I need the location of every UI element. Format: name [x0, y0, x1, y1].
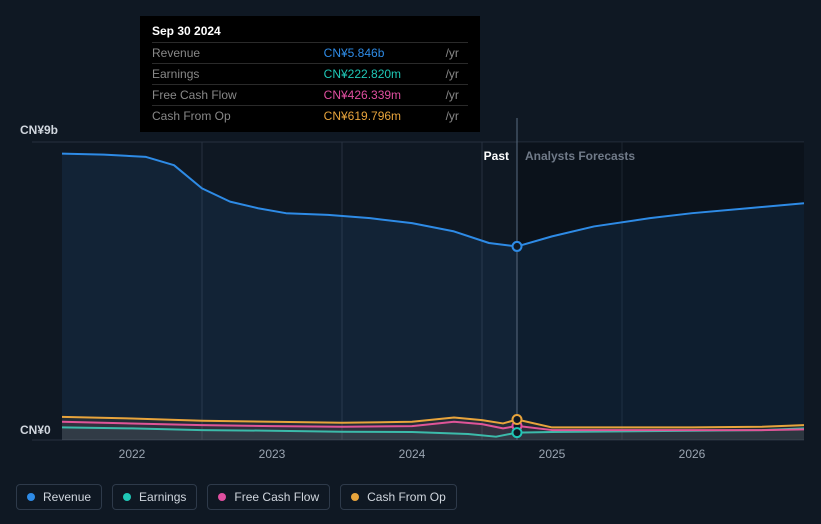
chart-tooltip: Sep 30 2024 RevenueCN¥5.846b/yrEarningsC…: [140, 16, 480, 132]
tooltip-date: Sep 30 2024: [152, 24, 468, 38]
legend-label: Earnings: [139, 490, 186, 504]
legend-item-free-cash-flow[interactable]: Free Cash Flow: [207, 484, 330, 510]
tooltip-metric-unit: /yr: [442, 106, 468, 127]
tooltip-row: RevenueCN¥5.846b/yr: [152, 43, 468, 64]
tooltip-metric-value: CN¥5.846b: [324, 43, 442, 64]
legend-item-revenue[interactable]: Revenue: [16, 484, 102, 510]
tooltip-metric-value: CN¥222.820m: [324, 64, 442, 85]
tooltip-table: RevenueCN¥5.846b/yrEarningsCN¥222.820m/y…: [152, 42, 468, 126]
svg-text:2024: 2024: [399, 447, 426, 461]
tooltip-row: EarningsCN¥222.820m/yr: [152, 64, 468, 85]
tooltip-metric-unit: /yr: [442, 43, 468, 64]
tooltip-metric-value: CN¥619.796m: [324, 106, 442, 127]
legend-label: Cash From Op: [367, 490, 446, 504]
legend-dot-icon: [27, 493, 35, 501]
svg-text:CN¥0: CN¥0: [20, 423, 51, 437]
svg-text:2025: 2025: [539, 447, 566, 461]
tooltip-metric-unit: /yr: [442, 85, 468, 106]
tooltip-metric-label: Free Cash Flow: [152, 85, 324, 106]
legend-label: Free Cash Flow: [234, 490, 319, 504]
svg-text:2026: 2026: [679, 447, 706, 461]
svg-text:2023: 2023: [259, 447, 286, 461]
tooltip-row: Free Cash FlowCN¥426.339m/yr: [152, 85, 468, 106]
legend-label: Revenue: [43, 490, 91, 504]
svg-text:Analysts Forecasts: Analysts Forecasts: [525, 149, 635, 163]
svg-text:CN¥9b: CN¥9b: [20, 123, 58, 137]
svg-text:2022: 2022: [119, 447, 146, 461]
tooltip-metric-label: Revenue: [152, 43, 324, 64]
chart-legend: Revenue Earnings Free Cash Flow Cash From O…: [16, 484, 457, 510]
legend-dot-icon: [351, 493, 359, 501]
tooltip-metric-label: Cash From Op: [152, 106, 324, 127]
legend-dot-icon: [218, 493, 226, 501]
legend-dot-icon: [123, 493, 131, 501]
tooltip-metric-unit: /yr: [442, 64, 468, 85]
legend-item-earnings[interactable]: Earnings: [112, 484, 197, 510]
svg-text:Past: Past: [484, 149, 509, 163]
tooltip-row: Cash From OpCN¥619.796m/yr: [152, 106, 468, 127]
tooltip-metric-value: CN¥426.339m: [324, 85, 442, 106]
tooltip-metric-label: Earnings: [152, 64, 324, 85]
legend-item-cash-from-op[interactable]: Cash From Op: [340, 484, 457, 510]
